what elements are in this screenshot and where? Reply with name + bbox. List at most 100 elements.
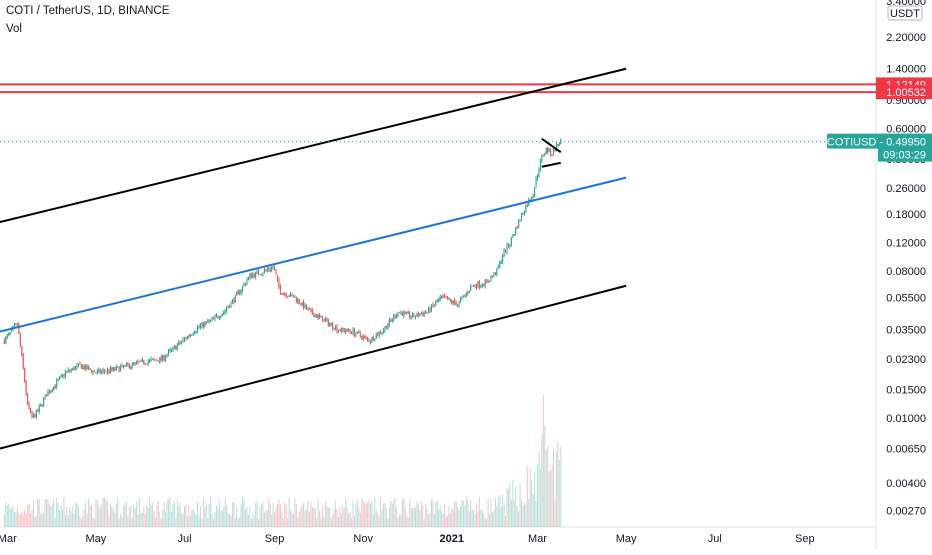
candle-body — [489, 281, 491, 283]
candle-body — [32, 414, 34, 418]
volume-bar — [152, 503, 154, 527]
volume-bar — [144, 514, 146, 527]
candle-body — [522, 214, 524, 216]
candle-body — [136, 361, 138, 363]
volume-bar — [449, 513, 451, 527]
candle-body — [240, 290, 242, 294]
volume-bar — [417, 504, 419, 527]
volume-bar — [140, 513, 142, 527]
volume-bar — [329, 507, 331, 527]
volume-bar — [242, 497, 244, 527]
volume-bar — [92, 517, 94, 527]
volume-bar — [301, 505, 303, 527]
candle-body — [275, 270, 277, 276]
volume-bar — [345, 497, 347, 527]
volume-bar — [15, 512, 17, 527]
volume-bar — [233, 502, 235, 527]
volume-bar — [475, 503, 478, 527]
candle-body — [247, 276, 249, 281]
candle-body — [403, 311, 405, 316]
candle-body — [525, 205, 527, 213]
candle-body — [154, 359, 156, 361]
volume-bar — [75, 501, 77, 527]
candle-body — [34, 414, 36, 418]
volume-bar — [115, 503, 117, 527]
candle-body — [229, 306, 231, 308]
volume-bar — [406, 515, 408, 527]
volume-bar — [112, 509, 114, 527]
candle-body — [486, 280, 488, 282]
volume-bar — [297, 517, 299, 527]
candle-body — [518, 220, 520, 229]
volume-bar — [220, 509, 222, 527]
candle-body — [215, 315, 217, 317]
y-tick-label: 0.00400 — [886, 478, 926, 490]
candle-body — [372, 336, 374, 341]
volume-bar — [218, 500, 220, 527]
volume-bar — [377, 513, 379, 527]
pennant-line — [541, 137, 562, 154]
volume-bar — [438, 509, 440, 527]
currency-box — [887, 5, 923, 21]
volume-bar — [353, 516, 355, 527]
volume-bar — [384, 502, 386, 527]
candle-body — [194, 332, 196, 334]
candle-body — [523, 212, 525, 215]
volume-bar — [433, 514, 435, 527]
volume-bar — [31, 510, 33, 527]
volume-bar — [12, 506, 14, 527]
channel-trendline — [0, 176, 627, 333]
candle-body — [470, 286, 472, 292]
volume-bar — [477, 511, 479, 527]
candle-body — [64, 371, 66, 377]
candle-body — [364, 336, 366, 338]
candle-body — [445, 297, 447, 299]
candle-body — [191, 334, 193, 336]
volume-bar — [6, 505, 8, 527]
volume-bar — [18, 512, 20, 527]
candle-body — [150, 359, 152, 361]
volume-bar — [351, 517, 353, 527]
candle-body — [406, 311, 408, 313]
volume-bar — [291, 512, 293, 527]
candle-body — [138, 361, 140, 363]
candle-body — [236, 292, 238, 296]
candle-body — [505, 250, 507, 253]
volume-bar — [272, 502, 274, 527]
volume-bar — [349, 511, 351, 527]
candle-body — [436, 301, 438, 303]
candle-body — [213, 318, 215, 320]
volume-bar — [118, 518, 120, 527]
candle-body — [227, 306, 229, 309]
candle-body — [420, 313, 422, 315]
candle-body — [298, 299, 300, 304]
candle-body — [473, 284, 475, 286]
volume-bar — [240, 504, 242, 527]
volume-bar — [420, 500, 422, 527]
volume-bar — [282, 518, 284, 527]
candle-body — [534, 187, 536, 196]
candle-body — [531, 197, 533, 201]
volume-bar — [279, 503, 281, 527]
candle-body — [207, 321, 209, 323]
volume-bar — [27, 505, 29, 527]
candle-body — [120, 366, 122, 372]
candle-body — [483, 285, 485, 287]
candle-body — [183, 338, 186, 340]
volume-bar — [465, 497, 467, 527]
volume-bar — [516, 505, 518, 527]
volume-bar — [446, 516, 448, 527]
volume-bar — [308, 511, 310, 527]
candle-body — [69, 369, 71, 371]
volume-bar — [24, 509, 26, 527]
candle-body — [201, 322, 203, 326]
volume-bar — [391, 503, 393, 527]
candle-body — [455, 303, 457, 306]
candle-body — [245, 283, 247, 285]
candle-body — [263, 270, 265, 274]
volume-bar — [460, 506, 462, 527]
candle-body — [239, 291, 241, 294]
candle-body — [345, 331, 347, 333]
